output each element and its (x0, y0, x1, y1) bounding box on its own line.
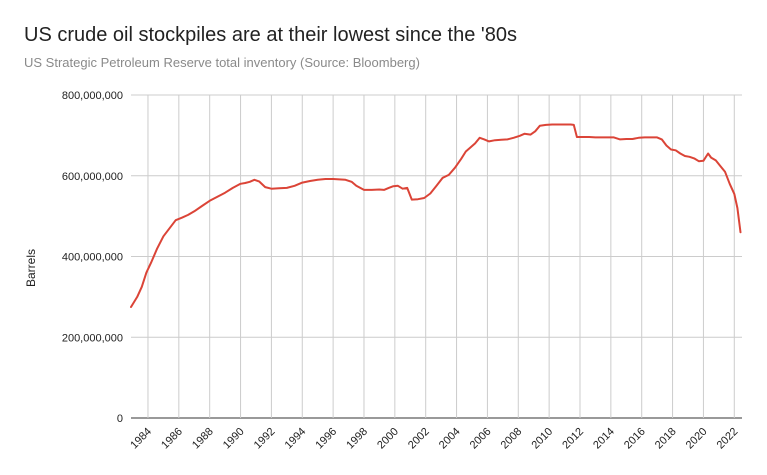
x-tick-label: 2008 (499, 426, 525, 452)
series-line (130, 123, 742, 308)
x-tick-label: 2000 (375, 426, 401, 452)
x-tick-label: 1986 (159, 426, 185, 452)
x-tick-label: 1992 (252, 426, 278, 452)
x-tick-label: 2006 (468, 426, 494, 452)
x-tick-label: 1994 (283, 426, 309, 452)
x-tick-label: 2016 (622, 426, 648, 452)
x-tick-label: 2018 (653, 426, 679, 452)
x-tick-label: 2014 (591, 426, 617, 452)
y-tick-label: 400,000,000 (62, 252, 123, 264)
x-axis-tick-labels: 1984 1986 1988 1990 1992 1994 1996 1998 2000 2002… (128, 426, 740, 452)
series-group (130, 123, 742, 308)
y-tick-label: 0 (117, 413, 123, 425)
x-tick-label: 2010 (529, 426, 555, 452)
x-tick-label: 2002 (406, 426, 432, 452)
x-tick-label: 1996 (313, 426, 339, 452)
x-tick-label: 1988 (190, 426, 216, 452)
chart-title: US crude oil stockpiles are at their low… (24, 24, 517, 46)
x-tick-label: 2004 (437, 426, 463, 452)
x-tick-label: 1998 (344, 426, 370, 452)
y-axis-title: Barrels (24, 249, 38, 287)
y-tick-label: 200,000,000 (62, 332, 123, 344)
y-tick-label: 600,000,000 (62, 171, 123, 183)
x-tick-label: 1990 (221, 426, 247, 452)
chart-subtitle: US Strategic Petroleum Reserve total inv… (24, 55, 420, 70)
y-tick-label: 800,000,000 (62, 90, 123, 102)
x-tick-label: 2020 (684, 426, 710, 452)
gridlines (131, 94, 742, 419)
x-tick-label: 2012 (560, 426, 586, 452)
x-tick-label: 2022 (715, 426, 741, 452)
x-tick-label: 1984 (128, 426, 154, 452)
y-axis-tick-labels: 0 200,000,000 400,000,000 600,000,000 800,00… (62, 90, 123, 425)
